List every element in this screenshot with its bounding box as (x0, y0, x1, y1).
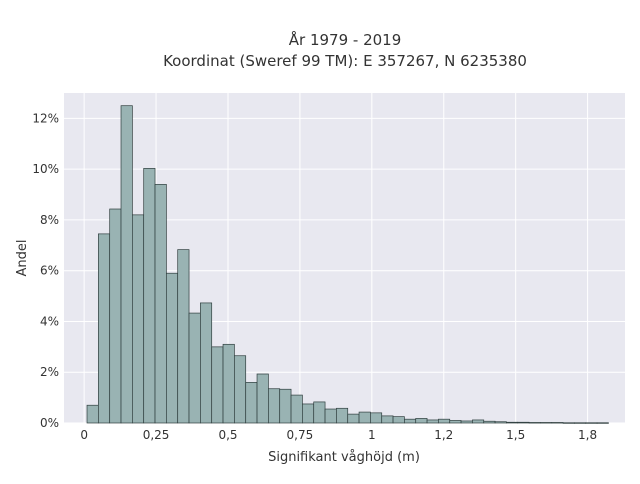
y-tick-label: 0% (40, 416, 59, 430)
histogram-bar (336, 407, 349, 424)
histogram-bar (120, 105, 133, 424)
y-tick-label: 4% (40, 314, 59, 328)
histogram-bar (97, 233, 111, 424)
histogram-bar (86, 404, 99, 424)
histogram-bar (460, 420, 473, 424)
histogram-bar (313, 401, 326, 424)
histogram-bar (426, 419, 439, 424)
histogram-bar (472, 419, 485, 424)
x-tick-label: 1,5 (506, 428, 525, 442)
histogram-bar (222, 343, 235, 424)
histogram-bar (562, 422, 575, 424)
x-tick-label: 1 (368, 428, 376, 442)
histogram-bar (438, 418, 451, 424)
chart-title-line-2: Koordinat (Sweref 99 TM): E 357267, N 62… (163, 52, 527, 70)
histogram-bar (517, 421, 530, 424)
histogram-bar (540, 422, 553, 424)
histogram-bar (211, 346, 224, 424)
x-axis-ticks: 0 0,25 0,5 0,75 1 1,2 1,5 1,8 (80, 428, 597, 442)
x-tick-label: 1,2 (434, 428, 453, 442)
x-tick-label: 0 (80, 428, 88, 442)
histogram-bar (392, 416, 405, 424)
y-tick-label: 6% (40, 264, 59, 278)
histogram-bar (381, 415, 394, 424)
x-tick-label: 0,5 (218, 428, 237, 442)
histogram-bar (154, 184, 167, 424)
y-tick-label: 10% (32, 162, 59, 176)
histogram-bar (302, 403, 315, 424)
histogram-bar (290, 394, 303, 424)
histogram-bar (143, 168, 156, 424)
histogram-bar (234, 355, 247, 424)
y-tick-label: 12% (32, 111, 59, 125)
histogram-bar (483, 420, 496, 424)
histogram-bar (268, 388, 281, 424)
histogram-bar (177, 249, 190, 424)
histogram-bar (370, 412, 383, 424)
histogram-bar (188, 312, 201, 424)
y-tick-label: 2% (40, 365, 59, 379)
y-axis-label: Andel (15, 240, 30, 277)
histogram-bar (358, 411, 371, 424)
histogram-bar (347, 413, 360, 424)
histogram-bars (86, 105, 609, 424)
y-axis-ticks: 0% 2% 4% 6% 8% 10% 12% (32, 111, 59, 430)
histogram-bar (449, 420, 462, 424)
histogram-bar (324, 408, 337, 424)
x-axis-label: Signifikant våghöjd (m) (268, 450, 420, 465)
histogram-bar (528, 422, 541, 424)
histogram-bar (596, 422, 609, 424)
histogram-bar (200, 302, 213, 424)
histogram-bar (494, 421, 507, 424)
histogram-bar (415, 418, 428, 424)
histogram-bar (109, 208, 122, 424)
x-tick-label: 0,25 (143, 428, 170, 442)
histogram-bar (245, 382, 258, 424)
histogram-bar (506, 421, 519, 424)
histogram-bar (279, 388, 292, 424)
y-tick-label: 8% (40, 213, 59, 227)
histogram-bar (574, 422, 587, 424)
x-tick-label: 0,75 (287, 428, 314, 442)
histogram-bar (166, 272, 179, 424)
chart-title-line-1: År 1979 - 2019 (289, 30, 402, 49)
x-tick-label: 1,8 (578, 428, 597, 442)
histogram-bar (585, 422, 598, 424)
histogram-bar (256, 373, 269, 424)
histogram-bar (132, 214, 145, 424)
histogram-bar (551, 422, 564, 424)
histogram-bar (404, 418, 417, 424)
